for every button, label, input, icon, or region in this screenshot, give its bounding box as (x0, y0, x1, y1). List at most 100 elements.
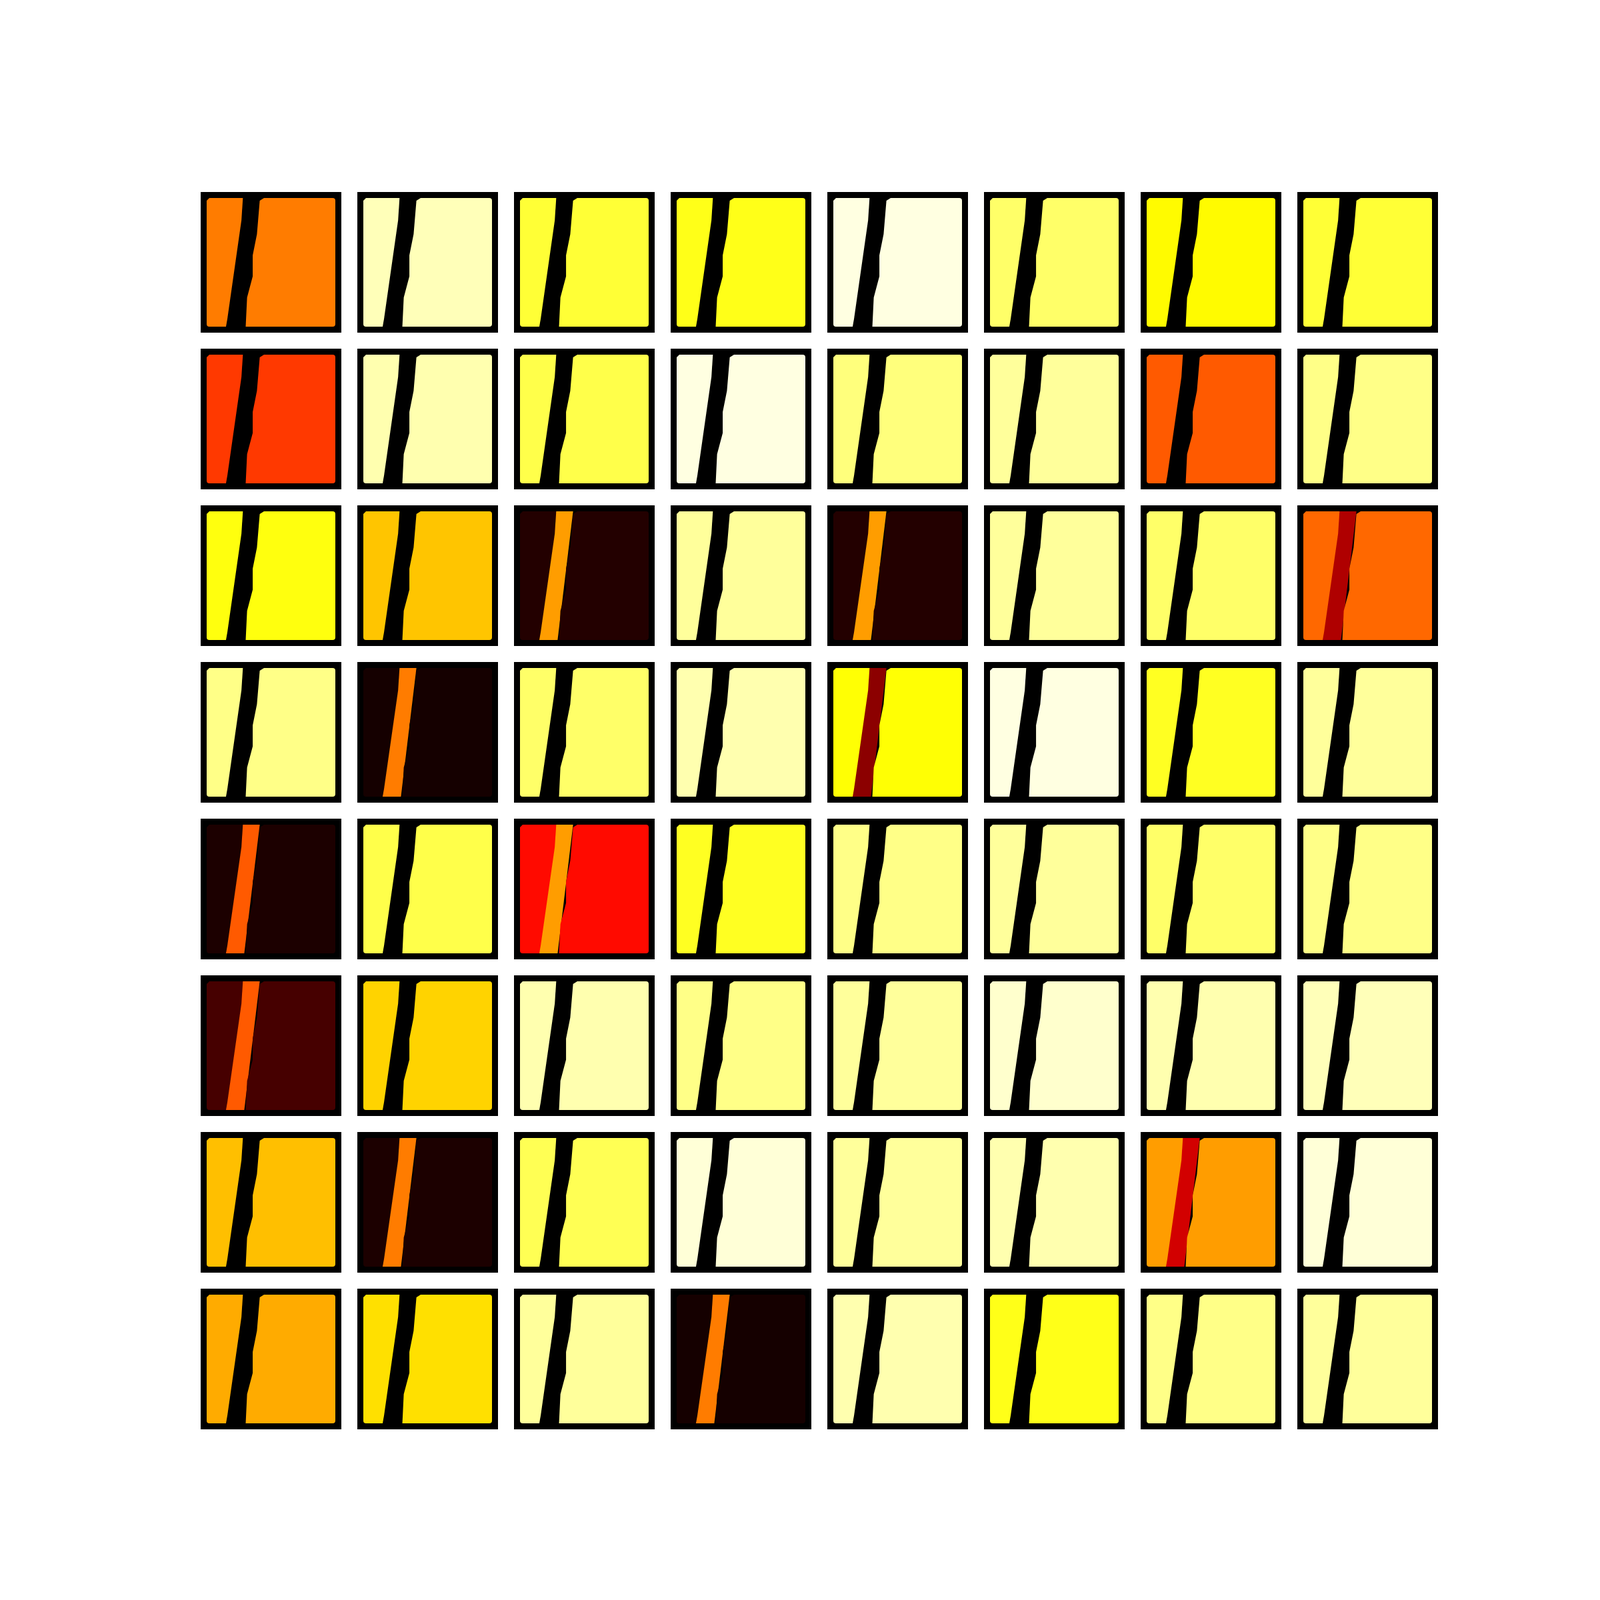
left-region (363, 668, 400, 797)
panel (200, 505, 342, 646)
right-region (1342, 824, 1432, 954)
panel (1140, 662, 1282, 803)
panel-background (1140, 662, 1282, 803)
panel (1140, 975, 1282, 1116)
panel-background (1140, 348, 1282, 490)
right-region (872, 668, 962, 797)
panel-background (357, 348, 498, 490)
panel (357, 1288, 498, 1430)
panel-background (827, 505, 968, 646)
left-region (833, 1138, 870, 1267)
left-region (363, 1138, 400, 1267)
panel (827, 348, 968, 490)
panel-background (984, 505, 1125, 646)
panel (827, 192, 968, 333)
left-region (1146, 668, 1183, 797)
right-region (246, 1138, 336, 1267)
panel (984, 975, 1125, 1116)
right-region (716, 354, 806, 484)
left-region (990, 354, 1026, 484)
right-region (559, 1294, 649, 1424)
panel-background (357, 505, 498, 646)
right-region (559, 511, 649, 640)
right-region (402, 1294, 492, 1424)
panel-background (1297, 818, 1438, 960)
panel (670, 505, 812, 646)
panel (514, 1288, 655, 1430)
panel-background (200, 1288, 342, 1430)
panel-background (357, 192, 498, 333)
panel-background (827, 818, 968, 960)
panel (357, 662, 498, 803)
right-region (1186, 1138, 1276, 1267)
panel (1297, 505, 1438, 646)
right-region (402, 1138, 492, 1267)
left-region (1303, 198, 1340, 327)
left-region (206, 511, 243, 640)
right-region (1029, 354, 1119, 484)
panel-background (984, 818, 1125, 960)
right-region (1342, 668, 1432, 797)
left-region (1303, 668, 1340, 797)
left-region (1146, 981, 1183, 1110)
panel (1140, 505, 1282, 646)
panel (1140, 1132, 1282, 1273)
panel (200, 662, 342, 803)
right-region (872, 511, 962, 640)
panel-background (670, 192, 812, 333)
panel-background (1297, 662, 1438, 803)
left-region (363, 981, 400, 1110)
panel (1140, 348, 1282, 490)
panel (1140, 192, 1282, 333)
panel-background (827, 348, 968, 490)
panel (827, 662, 968, 803)
left-region (520, 1138, 556, 1267)
panel-background (670, 348, 812, 490)
panel-background (1140, 1288, 1282, 1430)
right-region (872, 1138, 962, 1267)
left-region (1146, 354, 1183, 484)
left-region (1146, 824, 1183, 954)
right-region (716, 511, 806, 640)
panel (357, 818, 498, 960)
left-region (833, 824, 870, 954)
left-region (206, 354, 243, 484)
left-region (1303, 511, 1340, 640)
panel-background (514, 818, 655, 960)
left-region (363, 511, 400, 640)
panel (984, 662, 1125, 803)
panel (1140, 818, 1282, 960)
panel-background (200, 192, 342, 333)
right-region (402, 354, 492, 484)
left-region (990, 668, 1026, 797)
left-region (676, 354, 713, 484)
panel-background (1297, 192, 1438, 333)
right-region (716, 981, 806, 1110)
right-region (246, 198, 336, 327)
panel (357, 975, 498, 1116)
panel (670, 975, 812, 1116)
left-region (833, 511, 870, 640)
right-region (1342, 1138, 1432, 1267)
left-region (676, 668, 713, 797)
left-region (1146, 511, 1183, 640)
panel (200, 348, 342, 490)
panel-background (514, 505, 655, 646)
right-region (1186, 824, 1276, 954)
panel-background (827, 1132, 968, 1273)
left-region (363, 1294, 400, 1424)
panel (670, 662, 812, 803)
right-region (1342, 1294, 1432, 1424)
panel (670, 1132, 812, 1273)
left-region (363, 354, 400, 484)
panel (827, 1288, 968, 1430)
panel (984, 818, 1125, 960)
left-region (1146, 1138, 1183, 1267)
left-region (1146, 1294, 1183, 1424)
panel (670, 1288, 812, 1430)
panel-background (827, 975, 968, 1116)
right-region (402, 981, 492, 1110)
panel-background (827, 662, 968, 803)
right-region (1029, 824, 1119, 954)
panel-background (984, 348, 1125, 490)
